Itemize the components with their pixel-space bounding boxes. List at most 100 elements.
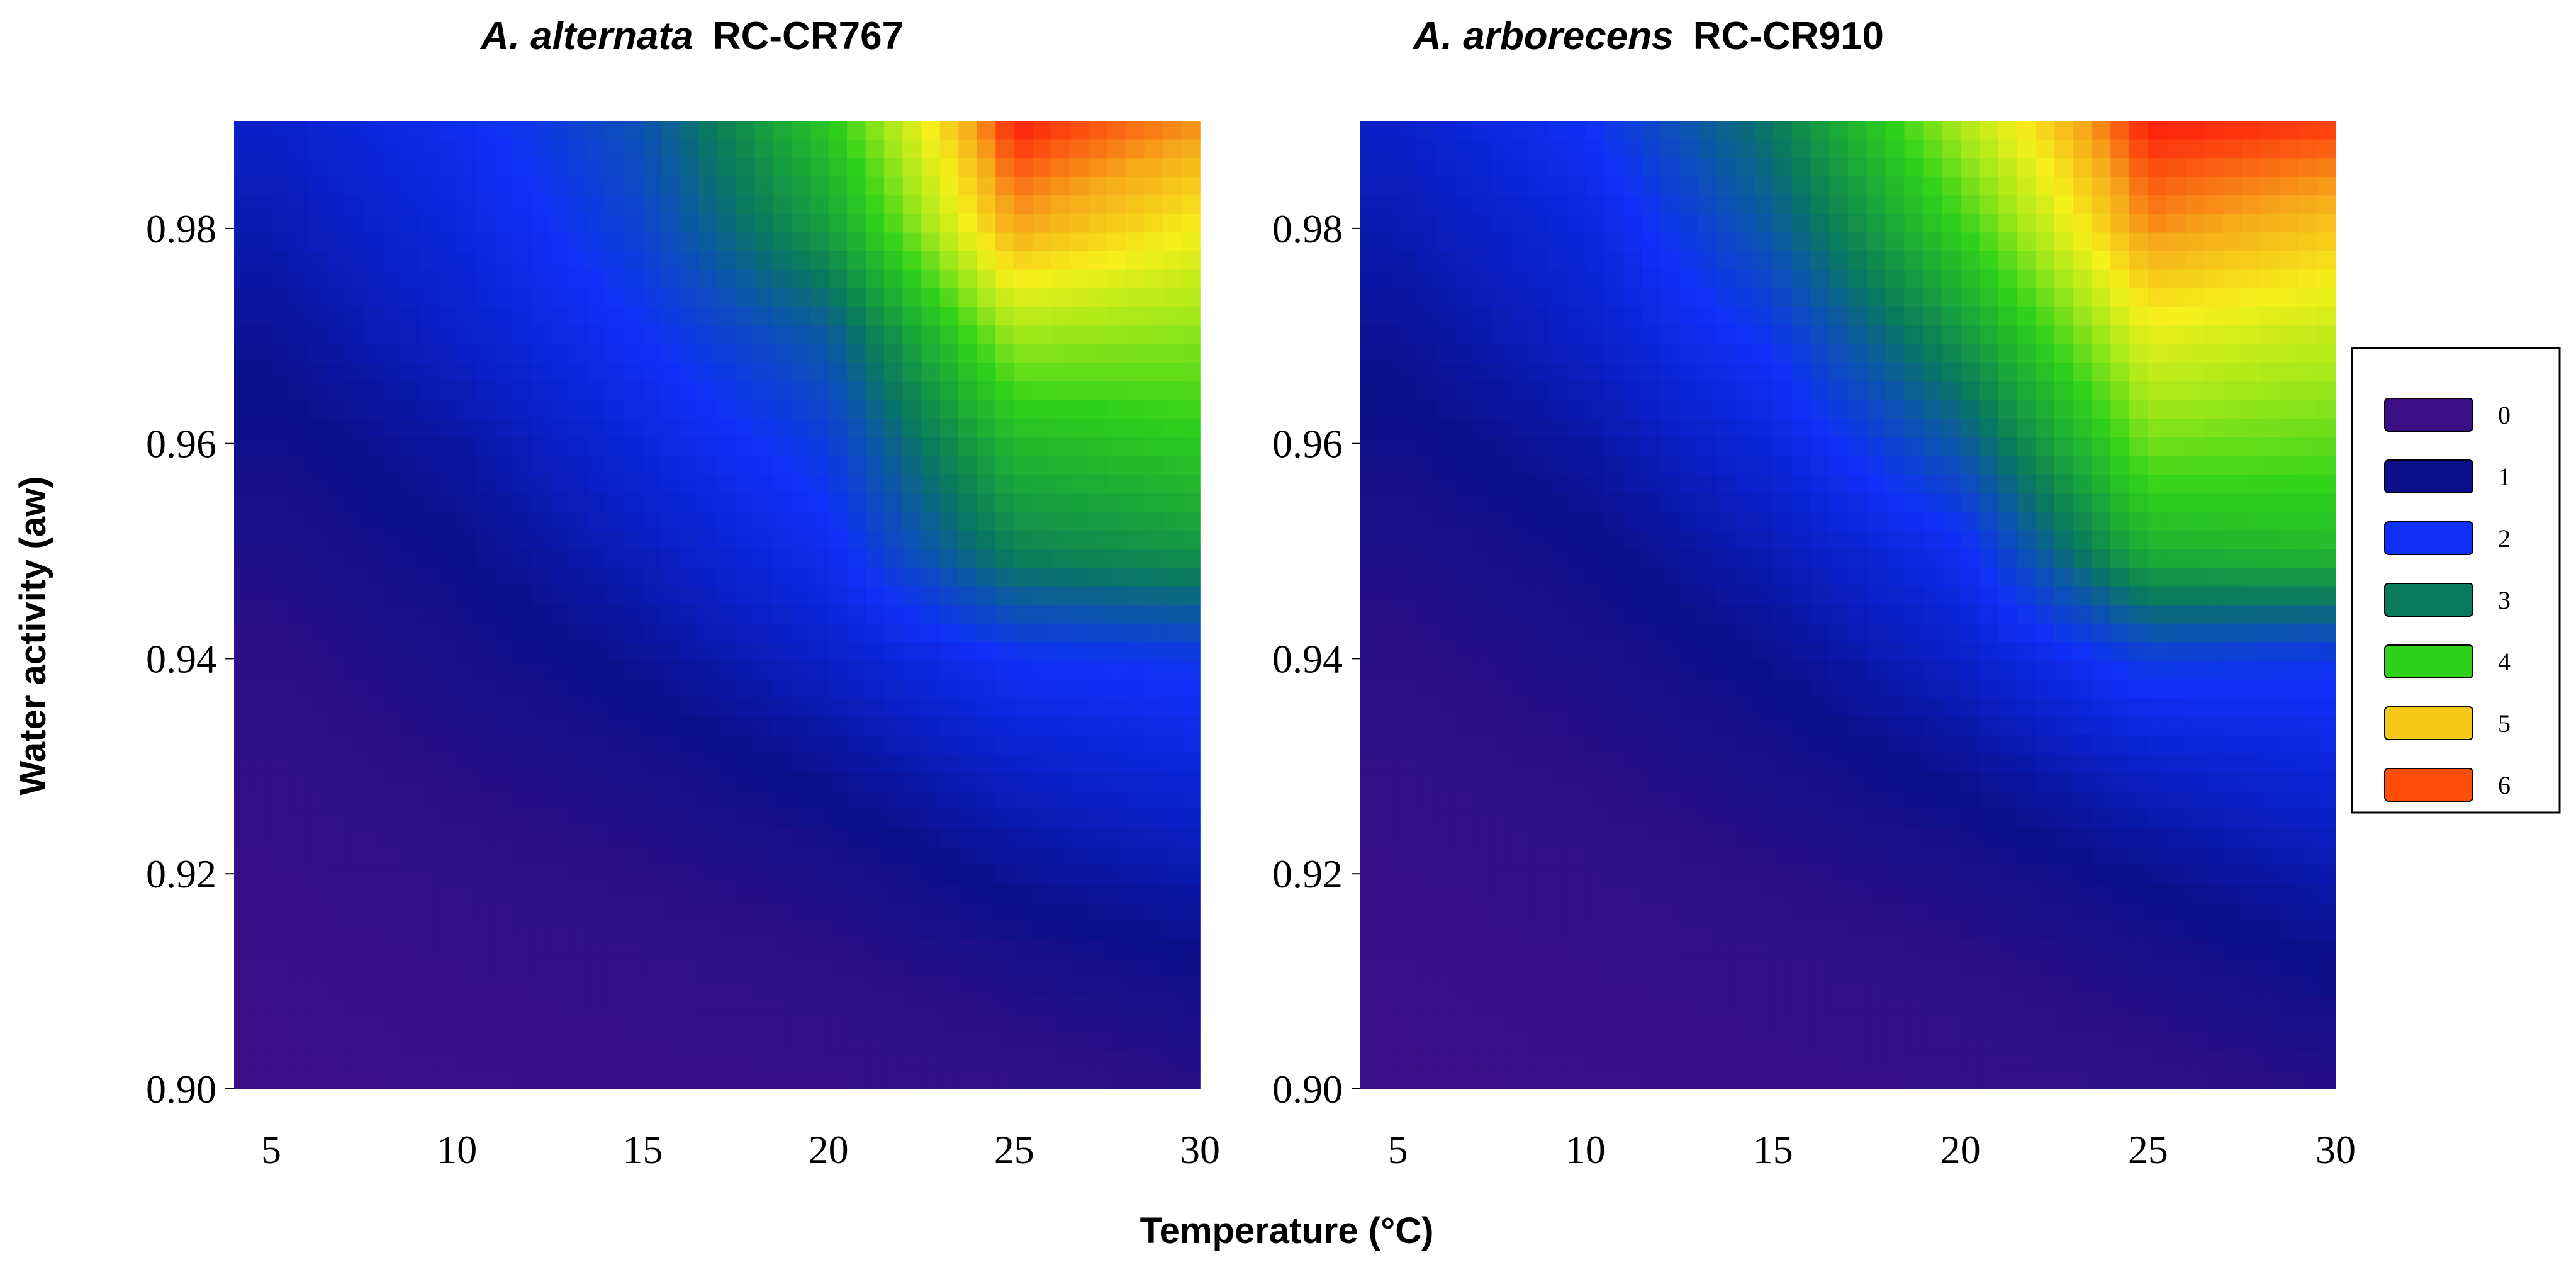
heatmap-cell <box>2092 847 2112 866</box>
heatmap-cell <box>1014 884 1034 904</box>
heatmap-cell <box>2148 567 2168 587</box>
heatmap-cell <box>1848 530 1868 550</box>
heatmap-cell <box>345 642 365 661</box>
heatmap-cell <box>364 642 383 661</box>
heatmap-cell <box>420 400 439 420</box>
heatmap-cell <box>773 586 792 605</box>
heatmap-cell <box>1070 1014 1089 1034</box>
heatmap-cell <box>1866 325 1886 345</box>
heatmap-cell <box>1772 1014 1793 1034</box>
heatmap-cell <box>401 493 420 512</box>
heatmap-cell <box>1585 679 1605 699</box>
heatmap-cell <box>1033 121 1052 140</box>
heatmap-cell <box>420 623 439 643</box>
heatmap-cell <box>773 549 792 568</box>
heatmap-cell <box>1772 716 1793 736</box>
heatmap-cell <box>1051 847 1071 866</box>
heatmap-cell <box>773 288 792 308</box>
heatmap-cell <box>568 605 588 624</box>
heatmap-cell <box>1772 753 1793 773</box>
heatmap-cell <box>1070 679 1089 699</box>
heatmap-cell <box>698 493 718 512</box>
heatmap-cell <box>1660 679 1680 699</box>
heatmap-cell <box>1379 139 1399 159</box>
heatmap-cell <box>1472 921 1492 941</box>
heatmap-cell <box>1829 400 1849 420</box>
heatmap-cell <box>958 437 978 457</box>
heatmap-cell <box>1033 549 1052 568</box>
heatmap-cell <box>1491 660 1511 680</box>
heatmap-cell <box>736 493 755 512</box>
heatmap-cell <box>2166 456 2187 475</box>
heatmap-cell <box>828 828 848 848</box>
heatmap-cell <box>1454 567 1474 587</box>
heatmap-cell <box>828 213 848 234</box>
heatmap-cell <box>438 493 458 512</box>
heatmap-cell <box>2166 176 2187 196</box>
heatmap-cell <box>327 903 346 922</box>
heatmap-cell <box>289 344 309 364</box>
heatmap-cell <box>884 791 904 811</box>
heatmap-cell <box>271 884 291 904</box>
heatmap-cell <box>438 716 458 736</box>
heatmap-cell <box>995 865 1015 885</box>
heatmap-cell <box>1435 213 1455 234</box>
heatmap-cell <box>791 1033 810 1052</box>
heatmap-cell <box>1510 344 1530 364</box>
heatmap-cell <box>624 735 644 755</box>
heatmap-cell <box>2166 251 2187 271</box>
heatmap-cell <box>1716 679 1736 699</box>
heatmap-cell <box>828 958 848 978</box>
heatmap-cell <box>2054 660 2074 680</box>
heatmap-cell <box>1810 288 1830 308</box>
heatmap-cell <box>1510 176 1530 196</box>
heatmap-cell <box>2092 474 2112 494</box>
heatmap-cell <box>1735 1051 1755 1071</box>
heatmap-cell <box>327 1014 346 1034</box>
heatmap-cell <box>1088 307 1108 327</box>
heatmap-cell <box>234 828 254 848</box>
heatmap-cell <box>1144 567 1163 587</box>
heatmap-cell <box>791 623 810 643</box>
heatmap-cell <box>475 381 495 401</box>
heatmap-cell <box>736 660 755 680</box>
heatmap-cell <box>252 772 272 792</box>
heatmap-cell <box>1679 623 1699 643</box>
heatmap-cell <box>1491 567 1511 587</box>
heatmap-cell <box>475 697 495 718</box>
heatmap-cell <box>1088 716 1108 736</box>
heatmap-cell <box>2073 176 2093 196</box>
heatmap-cell <box>1885 772 1905 792</box>
heatmap-cell <box>2148 269 2168 289</box>
heatmap-cell <box>1642 213 1661 234</box>
heatmap-cell <box>828 697 848 718</box>
heatmap-cell <box>1416 381 1436 401</box>
heatmap-cell <box>1791 307 1812 327</box>
heatmap-cell <box>1529 549 1548 568</box>
heatmap-cell <box>847 269 866 289</box>
heatmap-cell <box>1848 586 1868 605</box>
heatmap-cell <box>1435 474 1455 494</box>
heatmap-cell <box>847 567 866 587</box>
heatmap-cell <box>2036 269 2055 289</box>
heatmap-cell <box>1051 660 1071 680</box>
heatmap-cell <box>383 847 402 866</box>
heatmap-cell <box>791 865 810 885</box>
heatmap-cell <box>401 847 420 866</box>
heatmap-cell <box>810 605 829 624</box>
heatmap-cell <box>308 1051 328 1071</box>
heatmap-cell <box>586 474 607 494</box>
heatmap-cell <box>1829 921 1849 941</box>
heatmap-cell <box>271 325 291 345</box>
heatmap-cell <box>2017 195 2036 215</box>
heatmap-cell <box>1566 195 1586 215</box>
heatmap-cell <box>308 958 328 978</box>
heatmap-cell <box>1454 958 1474 978</box>
heatmap-cell <box>327 307 346 327</box>
heatmap-cell <box>1548 828 1567 848</box>
heatmap-cell <box>383 232 402 252</box>
heatmap-cell <box>2054 791 2074 811</box>
heatmap-cell <box>902 493 922 512</box>
heatmap-cell <box>549 1070 569 1089</box>
heatmap-cell <box>364 679 383 699</box>
